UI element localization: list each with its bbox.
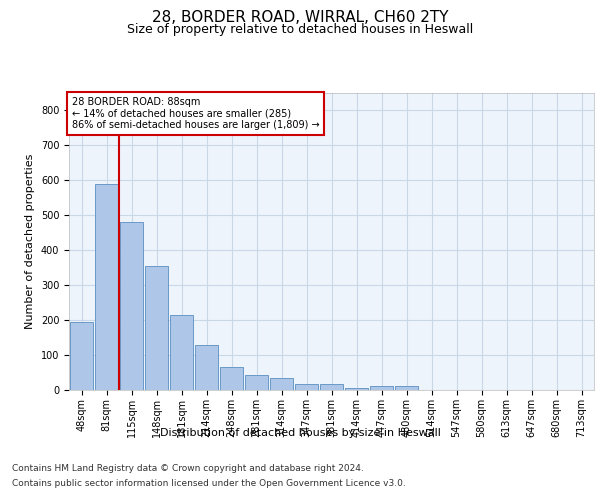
Bar (195, 344, 218, 390)
Bar (245, 375, 268, 390)
Text: Size of property relative to detached houses in Heswall: Size of property relative to detached ho… (127, 23, 473, 36)
Y-axis label: Number of detached properties: Number of detached properties (25, 154, 35, 329)
Bar (345, 388, 368, 390)
Bar (220, 367, 243, 390)
Text: Contains HM Land Registry data © Crown copyright and database right 2024.: Contains HM Land Registry data © Crown c… (12, 464, 364, 473)
Bar (295, 384, 318, 390)
Bar (270, 378, 293, 390)
Bar (120, 222, 143, 390)
Bar (145, 266, 168, 390)
Bar (95, 184, 118, 390)
Text: Contains public sector information licensed under the Open Government Licence v3: Contains public sector information licen… (12, 479, 406, 488)
Text: 28, BORDER ROAD, WIRRAL, CH60 2TY: 28, BORDER ROAD, WIRRAL, CH60 2TY (152, 10, 448, 25)
Text: Distribution of detached houses by size in Heswall: Distribution of detached houses by size … (160, 428, 440, 438)
Bar (395, 386, 418, 390)
Bar (370, 386, 393, 390)
Bar (170, 315, 193, 390)
Bar (70, 322, 93, 390)
Text: 28 BORDER ROAD: 88sqm
← 14% of detached houses are smaller (285)
86% of semi-det: 28 BORDER ROAD: 88sqm ← 14% of detached … (71, 97, 319, 130)
Bar (320, 384, 343, 390)
